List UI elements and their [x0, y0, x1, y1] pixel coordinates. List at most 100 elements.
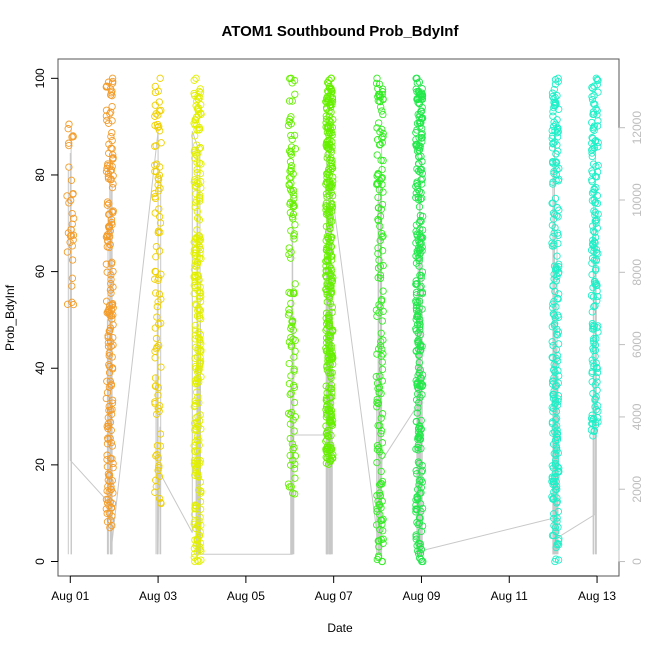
data-point: [195, 87, 203, 96]
data-point: [414, 338, 423, 346]
data-point: [105, 305, 113, 313]
data-point: [552, 171, 561, 179]
data-point: [550, 262, 559, 270]
data-point: [194, 412, 202, 421]
x-tick-label: Aug 11: [491, 589, 528, 603]
data-point: [554, 507, 563, 516]
data-point: [191, 335, 199, 343]
data-point: [589, 160, 598, 168]
data-point: [325, 292, 333, 300]
y-tick-label: 20: [33, 458, 47, 472]
data-point: [151, 267, 159, 276]
data-point: [554, 124, 562, 132]
data-point: [589, 432, 597, 440]
data-point: [378, 317, 386, 325]
data-point: [327, 148, 336, 156]
data-point: [107, 89, 116, 97]
data-point: [413, 470, 421, 478]
data-point: [328, 159, 336, 167]
data-point: [324, 406, 332, 414]
data-point: [418, 391, 426, 399]
data-point: [553, 421, 561, 430]
data-point: [287, 173, 295, 181]
data-point: [326, 217, 334, 225]
data-point: [323, 137, 332, 146]
data-point: [414, 181, 422, 190]
data-point: [285, 380, 294, 388]
data-point: [156, 228, 164, 236]
data-point: [102, 260, 111, 268]
data-point: [590, 256, 598, 264]
data-point: [190, 246, 199, 254]
data-point: [552, 277, 560, 285]
data-point: [68, 274, 77, 282]
data-point: [412, 227, 420, 236]
data-point: [65, 120, 73, 128]
data-point: [288, 213, 297, 221]
data-point: [150, 189, 159, 198]
data-point: [415, 385, 423, 393]
data-point: [326, 372, 335, 380]
data-point: [152, 142, 160, 150]
data-point: [550, 101, 559, 110]
data-point: [63, 300, 72, 308]
data-point: [65, 141, 73, 150]
data-point: [412, 347, 420, 355]
data-point: [594, 76, 602, 85]
data-point: [155, 247, 164, 255]
data-point: [322, 382, 330, 390]
data-point: [322, 272, 330, 280]
data-point: [195, 294, 204, 302]
data-point: [323, 362, 331, 370]
data-point: [328, 393, 336, 401]
data-point: [549, 140, 557, 148]
data-point: [591, 199, 599, 207]
data-point: [414, 336, 422, 344]
data-point: [291, 490, 299, 498]
data-point: [157, 363, 165, 371]
data-point: [329, 177, 337, 185]
data-point: [378, 139, 386, 147]
data-point: [554, 213, 562, 221]
data-point: [379, 307, 387, 315]
y-axis-label: Prob_BdyInf: [3, 284, 17, 351]
data-point: [327, 344, 335, 352]
data-point: [108, 129, 116, 137]
data-point: [555, 467, 563, 476]
data-point: [588, 367, 596, 376]
data-point: [286, 420, 295, 428]
data-point: [592, 373, 600, 381]
data-point: [291, 336, 299, 345]
data-point: [289, 445, 297, 454]
data-point: [106, 418, 115, 426]
data-point: [104, 162, 112, 170]
data-point: [289, 186, 298, 195]
data-point: [327, 431, 335, 440]
data-point: [103, 463, 112, 471]
data-point: [106, 406, 115, 414]
data-point: [196, 357, 205, 365]
data-point: [416, 431, 424, 439]
data-point: [285, 147, 294, 155]
data-point: [373, 458, 381, 467]
data-point: [190, 402, 198, 411]
data-point: [417, 483, 425, 492]
data-point: [195, 123, 203, 132]
data-point: [373, 172, 381, 180]
data-point: [328, 131, 336, 139]
data-point: [322, 344, 330, 352]
data-point: [554, 231, 562, 240]
data-point: [548, 134, 556, 143]
data-point: [551, 557, 559, 566]
data-point: [327, 74, 335, 82]
data-point: [418, 194, 426, 202]
data-point: [105, 210, 113, 219]
data-point: [195, 399, 203, 407]
data-point: [373, 179, 381, 187]
data-point: [286, 158, 295, 166]
data-point: [374, 171, 382, 179]
data-point: [65, 199, 73, 207]
data-point: [377, 414, 385, 422]
data-point: [554, 128, 562, 136]
data-point: [554, 537, 563, 545]
